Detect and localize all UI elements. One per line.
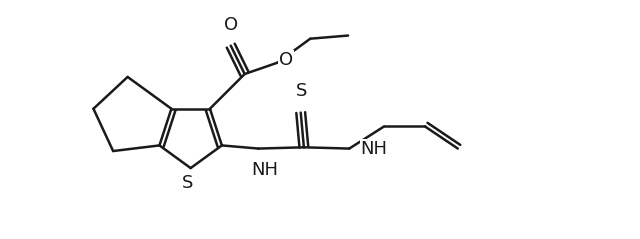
- Text: NH: NH: [361, 140, 388, 158]
- Text: NH: NH: [252, 161, 278, 179]
- Text: O: O: [279, 50, 294, 69]
- Text: S: S: [296, 82, 308, 100]
- Text: S: S: [182, 174, 193, 192]
- Text: O: O: [224, 16, 238, 34]
